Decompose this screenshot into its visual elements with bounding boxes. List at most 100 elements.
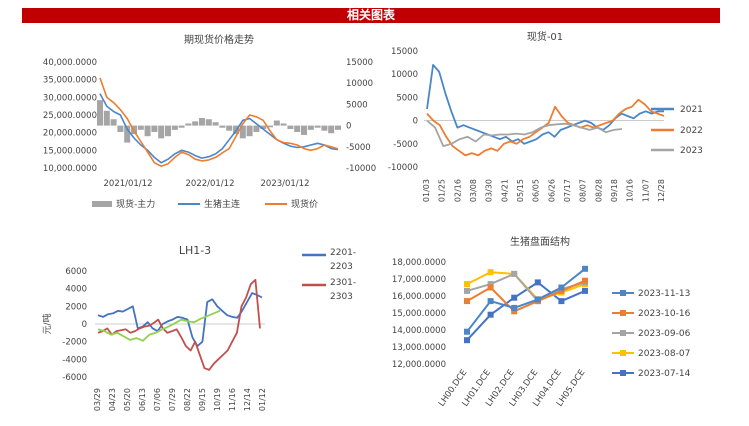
chart1-left-tick-label: 40,000.0000	[43, 58, 97, 68]
chart2-y-tick-label: -5000	[393, 140, 418, 150]
chart2-series-line-2021	[426, 64, 664, 145]
chart1-basis-bar	[294, 125, 301, 132]
chart2-x-tick-label: 08/07	[579, 179, 588, 202]
chart2-legend-2023: 2023	[680, 146, 703, 156]
chart4-series-marker	[464, 287, 470, 294]
chart4-series-marker	[464, 328, 470, 335]
chart2-x-tick-label: 01/25	[438, 179, 447, 202]
chart3-series-line-3	[97, 309, 221, 342]
chart3-y-tick-label: 6000	[65, 267, 87, 277]
chart3-x-tick-label: 01/12	[258, 388, 267, 411]
chart1-left-tick-label: 25,000.0000	[43, 111, 97, 121]
chart3-y-axis-label: 元/吨	[41, 313, 53, 334]
chart3-x-tick-label: 10/19	[213, 388, 222, 411]
chart1-legend-swatch-basis	[92, 201, 112, 207]
chart3-y-tick-label: 4000	[65, 285, 87, 295]
chart4-series-marker	[464, 298, 470, 305]
chart3-y-tick-label: -6000	[62, 373, 87, 383]
chart2-x-tick-label: 04/21	[500, 179, 509, 202]
chart3-legend-label: 2301-	[330, 278, 356, 288]
page-banner: 相关图表	[22, 8, 720, 23]
chart3-title: LH1-3	[179, 244, 211, 257]
chart2-x-tick-label: 07/17	[563, 179, 572, 202]
chart4-series-marker	[582, 265, 588, 272]
chart4-y-tick-label: 13,000.0000	[392, 343, 446, 353]
chart1-basis-bar	[260, 125, 267, 129]
chart4-series-marker	[582, 277, 588, 284]
chart2-series-line-2022	[426, 98, 665, 157]
chart4-series-marker	[511, 308, 518, 315]
chart4-y-tick-label: 18,000.0000	[392, 258, 446, 268]
chart2-x-tick-label: 08/28	[594, 179, 603, 202]
chart1-left-tick-label: 35,000.0000	[43, 76, 97, 86]
chart1-basis-bar	[267, 125, 273, 128]
chart1-basis-bar	[328, 125, 335, 134]
chart4-y-tick-label: 17,000.0000	[392, 275, 446, 285]
chart4-series-marker	[582, 287, 588, 294]
chart4-legend-2023-10-16: 2023-10-16	[638, 309, 691, 319]
chart2-x-tick-label: 01/03	[422, 179, 431, 202]
chart1-basis-bar	[103, 110, 110, 126]
chart1-x-tick-label: 2022/01/12	[186, 179, 235, 189]
chart3-x-tick-label: 05/20	[123, 388, 132, 411]
chart4-legend-2023-07-14: 2023-07-14	[638, 369, 691, 379]
chart3-legend-label: 2201-	[330, 248, 356, 258]
chart4-series-marker	[534, 296, 541, 303]
chart1-basis-bar	[301, 125, 307, 135]
chart4-y-tick-label: 16,000.0000	[392, 292, 446, 302]
chart4-y-tick-label: 12,000.0000	[392, 360, 446, 370]
chart3-x-tick-label: 08/22	[183, 388, 192, 411]
chart4-series-marker	[487, 281, 494, 288]
chart4-legend-2023-08-07: 2023-08-07	[638, 349, 690, 359]
chart2-legend-2021: 2021	[680, 105, 703, 115]
chart4-series-marker	[534, 279, 541, 286]
chart3-series-line-2	[97, 278, 261, 371]
chart1-right-tick-label: 0	[346, 122, 351, 132]
chart4-series-marker	[511, 294, 518, 301]
chart3-x-tick-label: 11/16	[228, 388, 237, 411]
chart4-series-marker	[511, 304, 518, 311]
chart1-basis-bar	[185, 123, 192, 126]
chart4-legend-2023-09-06: 2023-09-06	[638, 329, 691, 339]
chart2-y-tick-label: 0	[413, 117, 418, 127]
chart3-x-tick-label: 12/14	[243, 388, 252, 411]
chart1-right-tick-label: 5000	[346, 100, 368, 110]
chart2-x-tick-label: 06/05	[532, 179, 541, 202]
chart1-basis-bar	[117, 125, 124, 132]
chart1-basis-bar	[226, 125, 233, 131]
chart3-x-tick-label: 09/15	[198, 388, 207, 411]
chart1-left-tick-label: 15,000.0000	[43, 146, 97, 156]
chart1-basis-bar	[144, 125, 151, 137]
chart4-legend-marker	[620, 290, 626, 296]
chart2-y-tick-label: 5000	[396, 93, 418, 103]
chart1-right-tick-label: -10000	[346, 164, 376, 174]
chart3-x-tick-label: 07/06	[153, 388, 162, 411]
chart4-series-marker	[464, 337, 470, 344]
chart1-right-tick-label: -5000	[346, 143, 371, 153]
chart1-basis-bar	[171, 125, 178, 130]
chart3-legend-label: 2203	[330, 262, 353, 272]
chart3-x-tick-label: 06/13	[138, 388, 147, 411]
chart4-title: 生猪盘面结构	[510, 235, 570, 248]
chart2-legend-2022: 2022	[680, 126, 703, 136]
chart3-y-tick-label: -4000	[62, 355, 87, 365]
chart1-basis-bar	[219, 125, 226, 128]
chart1-left-tick-label: 10,000.0000	[43, 164, 97, 174]
chart1-basis-bar	[280, 123, 287, 126]
chart3-y-tick-label: 2000	[65, 302, 87, 312]
chart2-x-tick-label: 03/30	[485, 179, 494, 202]
chart1-legend-main: 生猪主连	[204, 198, 240, 210]
chart2-x-tick-label: 02/16	[453, 179, 462, 202]
chart2-y-tick-label: -10000	[388, 163, 418, 173]
chart1-basis-bar	[137, 125, 144, 130]
chart4-series-marker	[487, 269, 494, 276]
chart1-right-tick-label: 10000	[346, 79, 373, 89]
chart3-x-tick-label: 07/29	[168, 388, 177, 411]
chart1-basis-bar	[165, 125, 171, 137]
chart2-x-tick-label: 03/08	[469, 179, 478, 202]
chart4-series-marker	[487, 284, 494, 291]
chart1-series-line-1	[99, 93, 339, 164]
chart1-basis-bar	[307, 125, 314, 130]
chart2-x-tick-label: 11/07	[641, 179, 650, 202]
